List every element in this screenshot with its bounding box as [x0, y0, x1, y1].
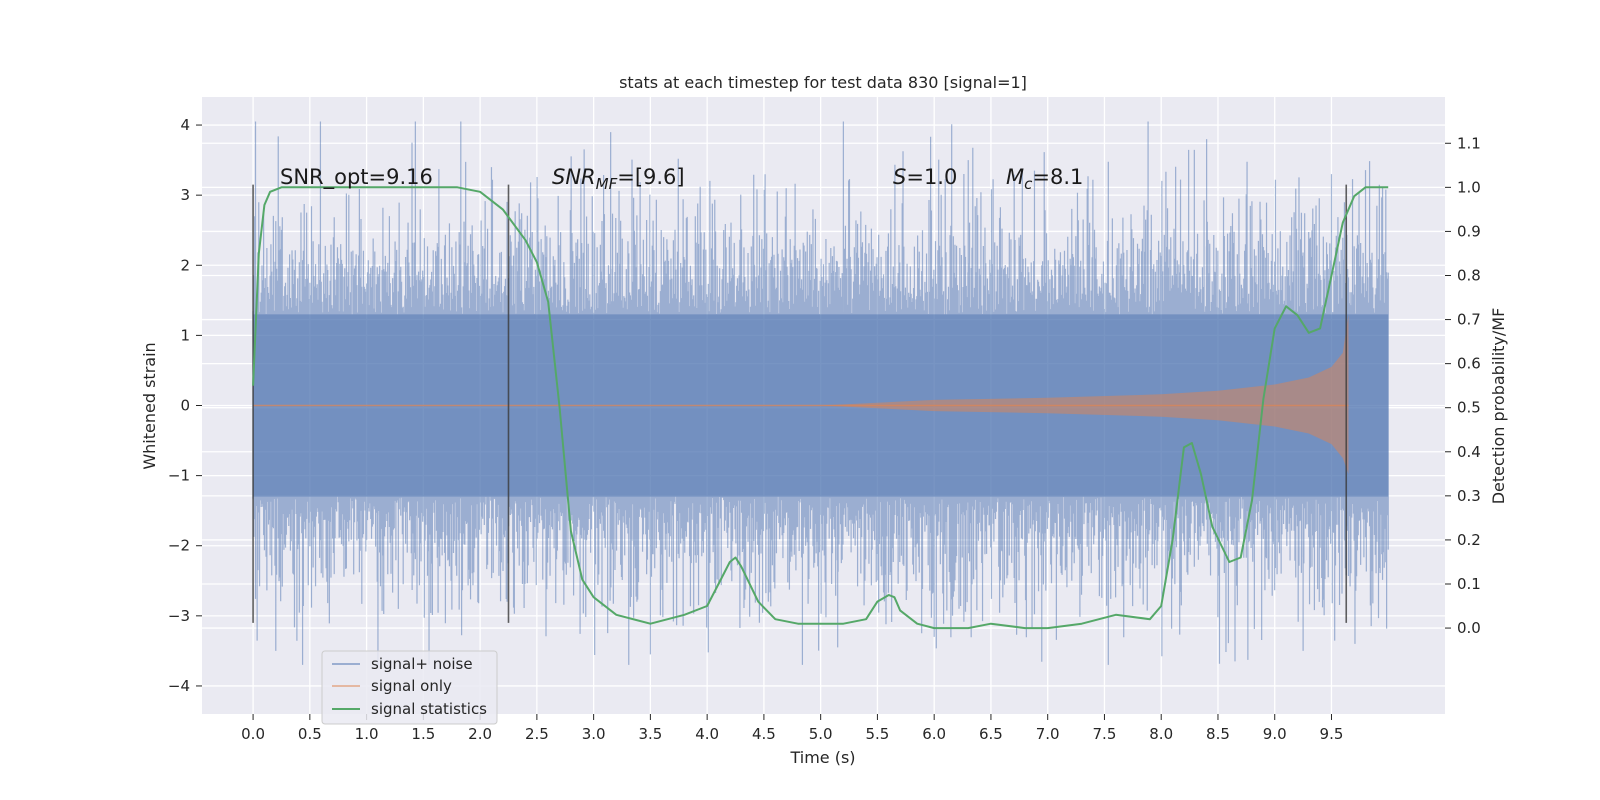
x-tick-label-11: 5.5	[865, 725, 889, 743]
annotation-snr-mf-value: =[9.6]	[617, 165, 684, 189]
y-left-tick-label-4: 0	[180, 397, 190, 415]
y-left-axis-label: Whitened strain	[140, 342, 159, 469]
x-tick-label-16: 8.0	[1149, 725, 1173, 743]
x-tick-label-17: 8.5	[1206, 725, 1230, 743]
y-left-tick-label-3: 1	[180, 326, 190, 344]
signal-statistics-line	[252, 186, 1389, 630]
legend: signal+ noise signal only signal statist…	[321, 650, 498, 725]
y-right-tick-label-7: 0.4	[1457, 443, 1481, 461]
annotation-mc-main: M	[1006, 165, 1024, 189]
x-tick-label-13: 6.5	[979, 725, 1003, 743]
y-right-tick-label-8: 0.3	[1457, 487, 1481, 505]
legend-label-signal-noise: signal+ noise	[371, 655, 473, 673]
x-tick-label-6: 3.0	[582, 725, 606, 743]
y-right-tick-label-11: 0.0	[1457, 619, 1481, 637]
x-tick-label-19: 9.5	[1320, 725, 1344, 743]
y-right-tick-label-10: 0.1	[1457, 575, 1481, 593]
x-axis-label: Time (s)	[789, 748, 855, 767]
legend-box	[321, 650, 498, 725]
signal-statistics-series	[252, 186, 1389, 630]
y-right-axis-label: Detection probability/MF	[1489, 308, 1508, 505]
vertical-markers	[252, 184, 1348, 623]
y-right-tick-label-2: 0.9	[1457, 222, 1481, 240]
x-tick-label-8: 4.0	[695, 725, 719, 743]
y-left-tick-label-0: 4	[180, 116, 190, 134]
annotation-s-value: =1.0	[906, 165, 957, 189]
y-left-tick-label-1: 3	[180, 186, 190, 204]
y-left-axis-ticks: 4 3 2 1 0 −1 −2 −3 −4	[168, 116, 202, 695]
annotation-snr-mf: SNRMF=[9.6]	[552, 165, 685, 193]
annotation-s: S=1.0	[893, 165, 957, 189]
x-tick-label-2: 1.0	[355, 725, 379, 743]
x-tick-label-9: 4.5	[752, 725, 776, 743]
x-tick-label-4: 2.0	[468, 725, 492, 743]
y-left-tick-label-5: −1	[168, 467, 190, 485]
y-right-tick-label-3: 0.8	[1457, 266, 1481, 284]
y-left-tick-label-8: −4	[168, 677, 190, 695]
y-right-tick-label-4: 0.7	[1457, 311, 1481, 329]
x-tick-label-3: 1.5	[411, 725, 435, 743]
y-left-tick-label-2: 2	[180, 256, 190, 274]
annotation-s-main: S	[893, 165, 906, 189]
x-tick-label-0: 0.0	[241, 725, 265, 743]
annotation-snr-mf-sub: MF	[596, 175, 618, 193]
annotation-mc-value: =8.1	[1032, 165, 1083, 189]
x-tick-label-5: 2.5	[525, 725, 549, 743]
x-tick-label-14: 7.0	[1036, 725, 1060, 743]
x-tick-label-12: 6.0	[922, 725, 946, 743]
annotation-snr-opt: SNR_opt=9.16	[280, 165, 433, 190]
y-right-axis-ticks: 1.1 1.0 0.9 0.8 0.7 0.6 0.5 0.4 0.3 0.2 0.1 0.0	[1445, 134, 1481, 637]
y-right-tick-label-9: 0.2	[1457, 531, 1481, 549]
y-right-tick-label-6: 0.5	[1457, 399, 1481, 417]
x-tick-label-7: 3.5	[638, 725, 662, 743]
annotation-snr-mf-main: SNR	[552, 165, 596, 189]
y-right-tick-label-0: 1.1	[1457, 134, 1481, 152]
y-left-tick-label-7: −3	[168, 607, 190, 625]
chart-title: stats at each timestep for test data 830…	[619, 73, 1027, 92]
legend-label-signal-statistics: signal statistics	[371, 700, 487, 718]
x-tick-label-15: 7.5	[1093, 725, 1117, 743]
x-tick-label-10: 5.0	[809, 725, 833, 743]
annotation-mc-sub: c	[1024, 175, 1033, 193]
x-tick-label-18: 9.0	[1263, 725, 1287, 743]
y-left-tick-label-6: −2	[168, 537, 190, 555]
y-right-tick-label-1: 1.0	[1457, 178, 1481, 196]
y-right-tick-label-5: 0.6	[1457, 355, 1481, 373]
legend-label-signal-only: signal only	[371, 677, 452, 695]
x-tick-label-1: 0.5	[298, 725, 322, 743]
signal-only-series	[253, 314, 1349, 474]
x-axis-ticks: 0.0 0.5 1.0 1.5 2.0 2.5 3.0 3.5 4.0 4.5 5.0 5.5 6.0 6…	[241, 714, 1343, 743]
annotation-mc: Mc=8.1	[1006, 165, 1083, 193]
